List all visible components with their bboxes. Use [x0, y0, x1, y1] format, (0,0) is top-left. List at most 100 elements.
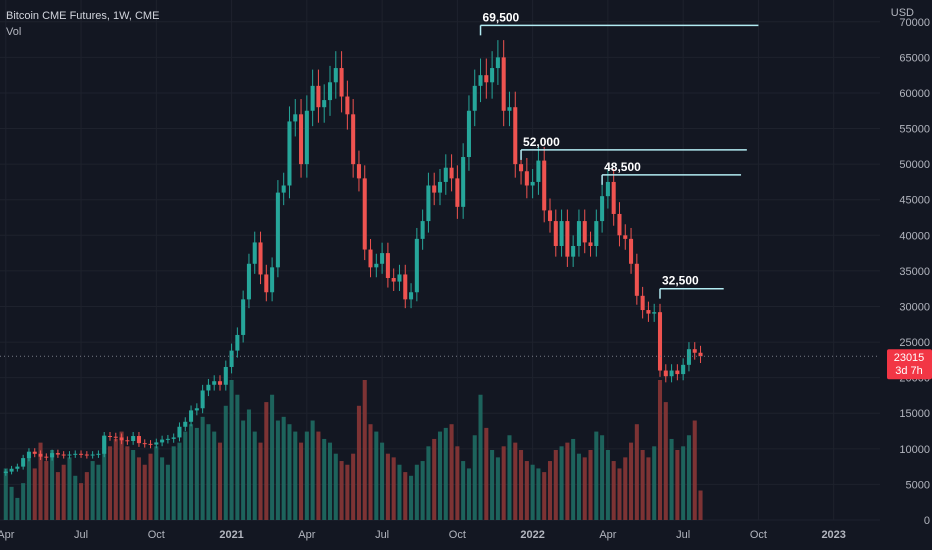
candle-body — [675, 370, 680, 375]
volume-bar — [3, 468, 8, 520]
volume-bar — [640, 450, 645, 520]
x-tick-label: 2022 — [520, 529, 544, 541]
candle-body — [669, 370, 674, 377]
volume-bar — [73, 475, 78, 520]
candle-body — [67, 454, 72, 456]
candle-body — [177, 426, 182, 438]
candle-body — [293, 114, 298, 122]
candle-body — [605, 181, 610, 197]
y-tick-label: 15000 — [899, 408, 930, 420]
volume-bar — [675, 450, 680, 520]
candle-body — [414, 238, 419, 293]
candle-body — [61, 454, 66, 456]
volume-bar — [385, 453, 390, 520]
candle-body — [571, 245, 576, 257]
candle-body — [663, 370, 668, 377]
volume-bar — [50, 450, 55, 520]
x-tick-label: Jul — [676, 529, 690, 541]
candle-body — [32, 451, 37, 454]
volume-bar — [455, 446, 460, 520]
x-tick-label: Oct — [750, 529, 767, 541]
last-price-value: 23015 — [894, 352, 925, 364]
volume-bar — [229, 380, 234, 520]
volume-bar — [217, 442, 223, 520]
volume-bar — [55, 472, 60, 520]
candle-body — [397, 274, 402, 282]
candle-body — [327, 82, 333, 101]
candle-body — [426, 185, 431, 222]
volume-bar — [90, 461, 95, 520]
candle-body — [501, 57, 506, 111]
volume-bar — [171, 446, 176, 520]
volume-bar — [15, 497, 20, 520]
volume-label[interactable]: Vol — [6, 26, 22, 38]
candle-body — [194, 408, 199, 411]
candle-body — [490, 68, 495, 83]
volume-bar — [339, 461, 344, 520]
volume-bar — [623, 457, 628, 520]
candle-body — [657, 312, 663, 371]
candle-body — [646, 310, 651, 314]
x-tick-label: Oct — [148, 529, 165, 541]
volume-bar — [524, 461, 529, 520]
volume-bar — [594, 431, 599, 520]
candle-body — [686, 349, 691, 365]
resistance-levels: 69,500 52,000 48,500 32,500 — [479, 10, 759, 299]
x-tick-label: Apr — [599, 529, 616, 541]
candle-body — [437, 181, 443, 193]
volume-bar — [258, 442, 263, 520]
volume-bar — [26, 457, 31, 520]
level-label: 32,500 — [662, 274, 699, 288]
candle-body — [449, 167, 454, 179]
candle-body — [391, 278, 396, 282]
volume-bar — [553, 450, 558, 520]
candle-body — [9, 468, 14, 472]
candle-body — [455, 178, 460, 207]
volume-bar — [154, 446, 159, 520]
volume-bar — [287, 424, 292, 520]
volume-bar — [304, 431, 309, 520]
volume-bar — [327, 442, 333, 520]
volume-bar — [79, 483, 84, 520]
candle-body — [565, 221, 570, 257]
candle-body — [582, 221, 587, 243]
volume-bar — [409, 475, 414, 520]
candle-body — [148, 443, 153, 445]
candle-body — [217, 381, 223, 385]
volume-bar — [264, 402, 269, 520]
x-tick-label: Apr — [298, 529, 315, 541]
candle-body — [368, 249, 373, 268]
volume-bar — [669, 438, 674, 520]
candle-body — [304, 110, 309, 165]
volume-bar — [44, 461, 49, 520]
candle-body — [113, 436, 118, 438]
volume-bar — [177, 442, 182, 520]
symbol-title[interactable]: Bitcoin CME Futures, 1W, CME — [6, 10, 160, 22]
candle-body — [275, 192, 280, 268]
volume-bar — [420, 461, 425, 520]
volume-bar — [322, 438, 327, 520]
candle-body — [281, 185, 286, 193]
y-tick-label: 50000 — [899, 159, 930, 171]
volume-bar — [148, 453, 153, 520]
chart-legend: Bitcoin CME Futures, 1W, CME Vol — [6, 8, 159, 40]
candlesticks — [3, 40, 703, 476]
volume-bar — [571, 438, 576, 520]
candle-body — [547, 210, 553, 222]
y-tick-label: 60000 — [899, 88, 930, 100]
level-label: 48,500 — [604, 160, 641, 174]
volume-bar — [299, 442, 304, 520]
volume-bar — [293, 431, 298, 520]
volume-bar — [652, 446, 657, 520]
candle-body — [617, 213, 622, 236]
volume-bar — [611, 461, 616, 520]
volume-bar — [605, 450, 610, 520]
volume-bar — [200, 416, 205, 520]
x-tick-label: Jul — [74, 529, 88, 541]
candle-body — [44, 456, 49, 458]
volume-bar — [495, 457, 500, 520]
volume-bar — [437, 431, 443, 520]
candle-body — [513, 107, 518, 165]
candle-body — [374, 263, 379, 268]
